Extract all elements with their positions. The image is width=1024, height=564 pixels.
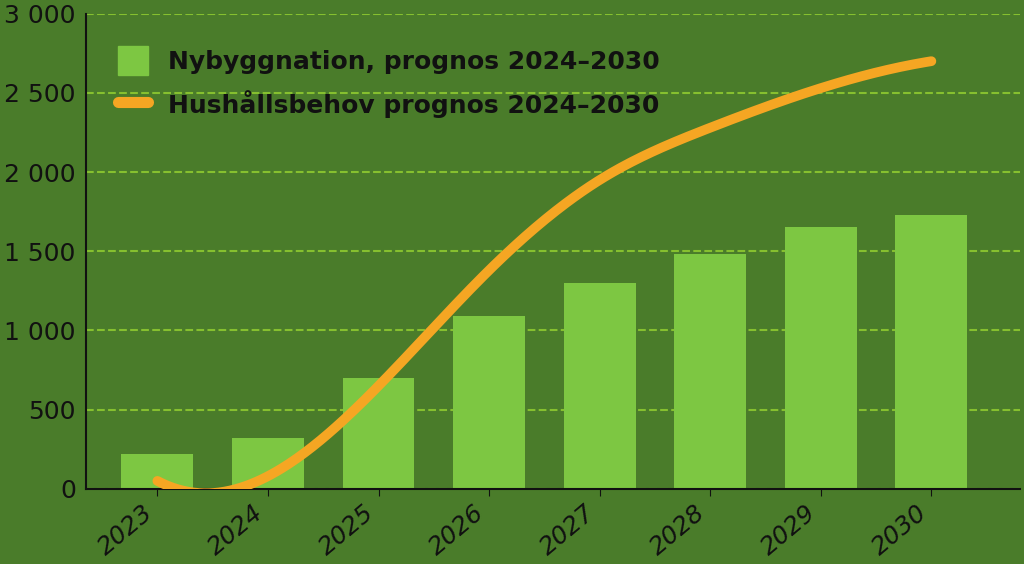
Bar bbox=[784, 227, 857, 489]
Legend: Nybyggnation, prognos 2024–2030, Hushållsbehov prognos 2024–2030: Nybyggnation, prognos 2024–2030, Hushåll… bbox=[98, 26, 680, 139]
Bar bbox=[564, 283, 636, 489]
Bar bbox=[343, 378, 415, 489]
Bar bbox=[454, 316, 525, 489]
Bar bbox=[122, 454, 194, 489]
Bar bbox=[232, 438, 304, 489]
Bar bbox=[674, 254, 746, 489]
Bar bbox=[895, 215, 968, 489]
